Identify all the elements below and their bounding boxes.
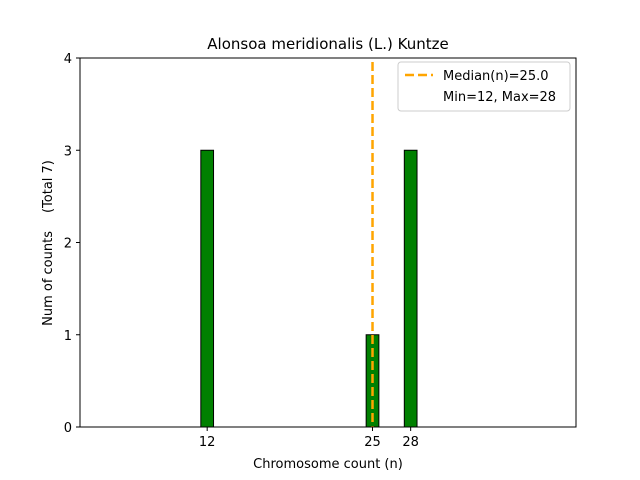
x-tick-label: 12 [199, 435, 216, 450]
y-ticks-group: 0 1 2 3 4 [64, 52, 80, 436]
x-axis-label: Chromosome count (n) [253, 457, 403, 472]
y-tick-label: 1 [64, 329, 72, 344]
x-tick-label: 25 [364, 435, 381, 450]
legend-box [397, 61, 571, 112]
y-axis-label-total: (Total 7) [41, 160, 56, 213]
x-tick-label: 28 [402, 435, 419, 450]
y-tick-label: 2 [64, 237, 72, 252]
bars-group [200, 149, 418, 428]
legend-median-label: Median(n)=25.0 [443, 69, 549, 84]
legend-minmax-label: Min=12, Max=28 [443, 90, 556, 105]
y-tick-label: 0 [64, 421, 72, 436]
y-tick-label: 4 [64, 52, 72, 67]
bar-28 [403, 149, 418, 428]
legend: Median(n)=25.0 Min=12, Max=28 [397, 61, 571, 112]
y-axis-label: Num of counts (Total 7) [41, 160, 56, 326]
x-ticks-group: 12 25 28 [199, 427, 419, 450]
bar-12 [200, 149, 215, 428]
axes-frame [79, 57, 577, 428]
chart-title: Alonsoa meridionalis (L.) Kuntze [207, 35, 448, 53]
y-tick-label: 3 [64, 144, 72, 159]
y-axis-label-main: Num of counts [41, 231, 56, 326]
